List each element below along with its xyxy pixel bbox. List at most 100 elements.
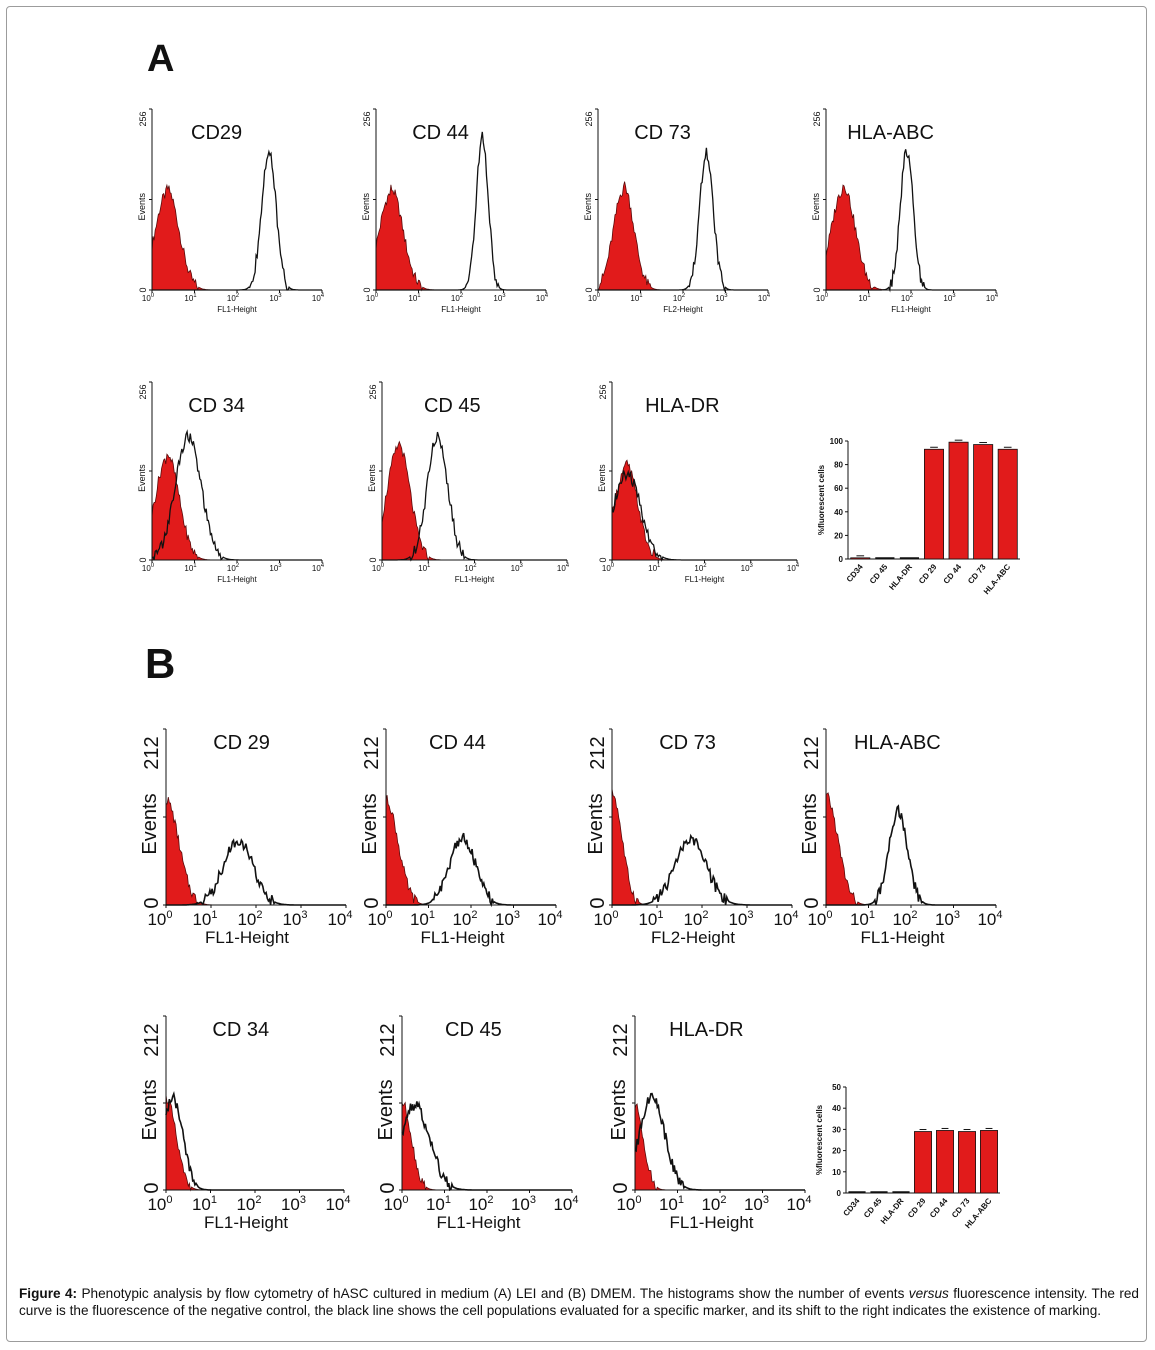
x-tick-label: 102 [464, 563, 477, 573]
x-axis-label: FL1-Height [204, 1213, 288, 1232]
marker-title: HLA-DR [669, 1019, 743, 1041]
y-axis-zero-label: 0 [141, 897, 163, 908]
histogram-b-4: 212 0 Events 100 101 102 103 104 FL1-Height HLA-A… [799, 728, 1003, 947]
x-tick-label: 101 [410, 909, 435, 929]
x-axis-label: FL1-Height [441, 305, 481, 314]
x-tick-label: 103 [282, 909, 307, 929]
y-axis-label: Events [799, 793, 821, 854]
marker-title: CD 44 [412, 122, 469, 144]
y-axis-label: Events [583, 192, 593, 220]
marker-title: CD 44 [429, 732, 486, 754]
x-tick-label: 104 [977, 909, 1002, 929]
x-tick-label: 104 [986, 293, 999, 303]
y-axis-label: Events [139, 1079, 161, 1140]
x-tick-label: 104 [312, 563, 325, 573]
negative-control-curve [165, 797, 346, 906]
bar-y-tick-label: 50 [832, 1083, 841, 1092]
x-tick-label: 101 [638, 909, 663, 929]
x-tick-label: 100 [383, 1194, 408, 1214]
figure-frame [6, 6, 1147, 1342]
negative-control-curve [381, 440, 567, 562]
histogram-a-4: 256 0 Events 100 101 102 103 104 FL1-Height HLA-A… [811, 108, 999, 314]
x-tick-label: 101 [858, 293, 871, 303]
y-axis-max-label: 256 [368, 384, 378, 399]
negative-control-curve [597, 181, 768, 291]
marker-title: HLA-ABC [854, 732, 941, 754]
negative-control-curve [151, 183, 322, 291]
x-tick-label: 102 [237, 909, 262, 929]
marker-title: CD 34 [188, 395, 245, 417]
histogram-a-5: 256 0 Events 100 101 102 103 104 FL1-Height CD 34 [137, 381, 325, 584]
y-axis-zero-label: 0 [141, 1182, 163, 1193]
x-tick-label: 101 [659, 1194, 684, 1214]
x-tick-label: 100 [142, 293, 155, 303]
x-tick-label: 102 [901, 293, 914, 303]
histogram-a-2: 256 0 Events 100 101 102 103 104 FL1-Height CD 44 [361, 108, 549, 314]
bar-y-tick-label: 40 [834, 508, 843, 517]
y-axis-zero-label: 0 [361, 897, 383, 908]
x-tick-label: 102 [227, 563, 240, 573]
x-axis-label: FL2-Height [663, 305, 703, 314]
negative-control-curve [401, 1101, 572, 1191]
marker-title: CD 45 [445, 1019, 502, 1041]
bar-y-tick-label: 0 [839, 555, 844, 564]
bar-chart-a: 0 20 40 60 80 100 %fluorescent cells CD34 CD 45H… [817, 437, 1020, 596]
bar-4 [924, 448, 944, 560]
histogram-a-7: 256 0 Events 100 101 102 103 104 FL1-Height HLA-D… [597, 381, 800, 584]
y-axis-label: Events [137, 464, 147, 492]
x-tick-label: 104 [773, 909, 798, 929]
x-tick-label: 103 [943, 293, 956, 303]
histogram-b-1: 212 0 Events 100 101 102 103 104 FL1-Height CD 29 [139, 728, 353, 947]
x-tick-label: 100 [366, 293, 379, 303]
y-axis-zero-label: 0 [368, 557, 378, 562]
bar-6 [958, 1131, 976, 1194]
bar-y-tick-label: 100 [830, 437, 844, 446]
x-tick-label: 103 [493, 293, 506, 303]
y-axis-zero-label: 0 [362, 287, 372, 292]
negative-control-curve [825, 792, 996, 906]
bar-category-label: CD 45 [862, 1196, 884, 1220]
bar-1 [850, 557, 871, 560]
x-tick-label: 104 [786, 1194, 811, 1214]
x-tick-label: 103 [935, 909, 960, 929]
x-tick-label: 101 [630, 293, 643, 303]
negative-control-curve [611, 788, 792, 906]
y-axis-label: Events [137, 192, 147, 220]
x-tick-label: 100 [147, 909, 172, 929]
x-axis-label: FL1-Height [420, 928, 504, 947]
x-tick-label: 104 [758, 293, 771, 303]
bar-y-tick-label: 80 [834, 461, 843, 470]
histogram-b-6: 212 0 Events 100 101 102 103 104 FL1-Height CD 45 [375, 1015, 579, 1232]
x-tick-label: 101 [192, 909, 217, 929]
x-tick-label: 103 [728, 909, 753, 929]
y-axis-label: Events [139, 793, 161, 854]
marker-title: CD29 [191, 122, 242, 144]
y-axis-max-label: 212 [141, 736, 163, 769]
x-tick-label: 102 [236, 1194, 261, 1214]
x-tick-label: 103 [269, 293, 282, 303]
bar-5 [948, 441, 969, 560]
bar-category-label: CD 73 [966, 562, 988, 586]
x-tick-label: 100 [367, 909, 392, 929]
y-axis-max-label: 212 [587, 736, 609, 769]
marker-curve [165, 1091, 344, 1191]
y-axis-zero-label: 0 [138, 557, 148, 562]
figure-caption: Figure 4: Phenotypic analysis by flow cy… [19, 1285, 1139, 1319]
y-axis-label: Events [811, 192, 821, 220]
y-axis-max-label: 256 [598, 384, 608, 399]
x-tick-label: 103 [741, 563, 754, 573]
caption-italic: versus [908, 1286, 949, 1301]
caption-text-2: fluorescence intensity. The red curve is… [19, 1286, 1139, 1318]
y-axis-label: Events [375, 1079, 397, 1140]
y-axis-zero-label: 0 [377, 1182, 399, 1193]
bar-y-tick-label: 20 [834, 531, 843, 540]
bar-category-label: CD 29 [906, 1196, 928, 1220]
bar-6 [973, 444, 994, 560]
marker-title: CD 29 [213, 732, 270, 754]
histogram-b-3: 212 0 Events 100 101 102 103 104 FL2-Height CD 73 [585, 728, 799, 947]
marker-curve [634, 1092, 805, 1191]
histogram-a-1: 256 0 Events 100 101 102 103 104 FL1-Height CD29 [137, 108, 325, 314]
bar-category-label: HLA-DR [887, 562, 914, 591]
bar-5 [936, 1130, 954, 1194]
bar-y-tick-label: 40 [832, 1104, 841, 1113]
